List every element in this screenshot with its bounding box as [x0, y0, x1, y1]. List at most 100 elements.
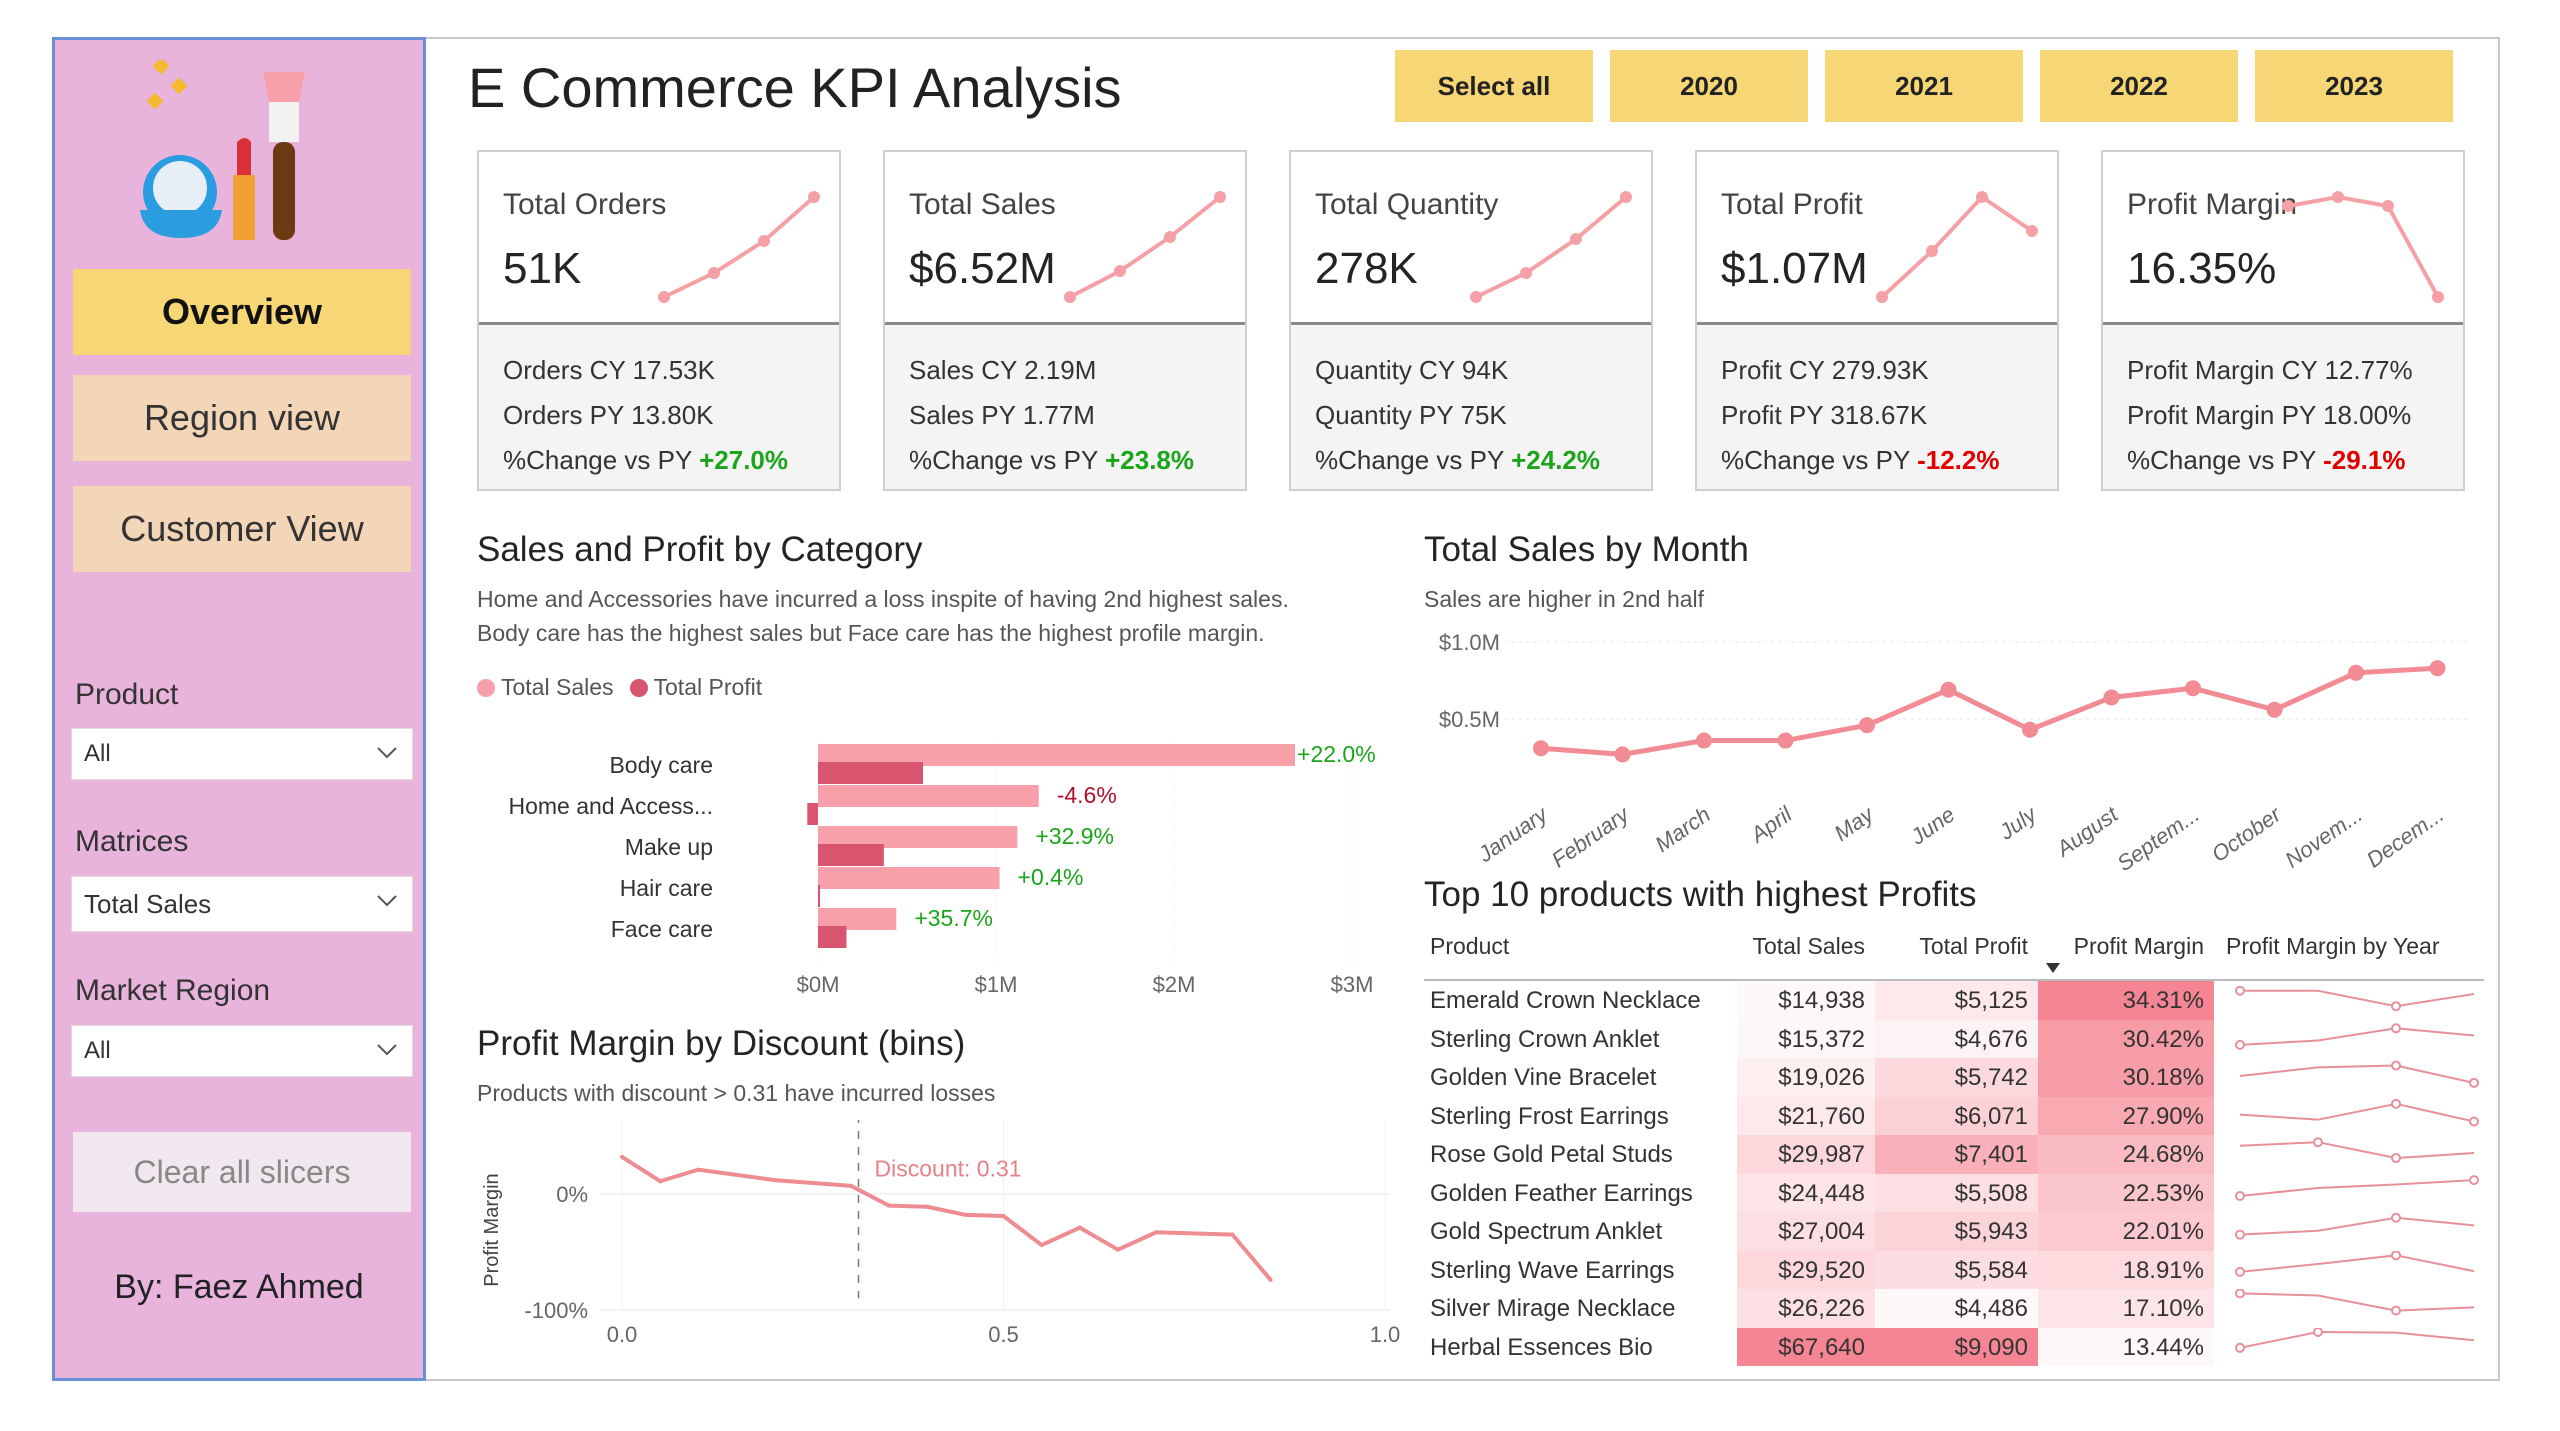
x-tick-label: 0.0 [607, 1322, 638, 1347]
kpi-details: Profit CY 279.93K Profit PY 318.67K %Chang… [1697, 322, 2057, 489]
kpi-cy: Orders CY 17.53K [503, 355, 715, 385]
month-label: August [2050, 801, 2123, 862]
kpi-sparkline [2282, 191, 2444, 303]
profit-margin-sparkline [2235, 1212, 2475, 1240]
kpi-py: Profit PY 318.67K [1721, 400, 1928, 430]
category-label: Hair care [620, 875, 713, 901]
data-point [1001, 1214, 1006, 1219]
category-chart-legend: Total Sales Total Profit [477, 674, 762, 701]
nav-customer-view-button[interactable]: Customer View [73, 486, 411, 572]
profit-margin-sparkline [2239, 1098, 2479, 1126]
data-point [1696, 732, 1712, 749]
month-label: Novem... [2280, 802, 2366, 870]
data-point [1777, 732, 1794, 749]
column-header-total-sales[interactable]: Total Sales [1752, 933, 1865, 959]
column-header-total-profit[interactable]: Total Profit [1919, 933, 2028, 959]
profit-bar [807, 803, 818, 825]
nav-region-view-button[interactable]: Region view [73, 375, 411, 461]
matrices-dropdown[interactable]: Total Sales [71, 876, 413, 932]
kpi-title: Total Sales [909, 188, 1056, 221]
x-tick-label: $2M [1153, 972, 1196, 997]
sparkline-line [2239, 1102, 2475, 1122]
column-header-profit-margin-by-year[interactable]: Profit Margin by Year [2226, 933, 2440, 959]
sparkline-line [1475, 195, 1628, 299]
discount-chart-subtitle: Products with discount > 0.31 have incur… [477, 1080, 996, 1106]
discount-chart-title: Profit Margin by Discount (bins) [477, 1024, 966, 1063]
data-point [1614, 746, 1631, 763]
kpi-sparkline [1064, 191, 1226, 303]
category-label: Face care [611, 916, 713, 942]
column-header-product[interactable]: Product [1430, 933, 1510, 959]
sparkline-marker [2391, 1001, 2401, 1012]
table-row: Sterling Crown Anklet $15,372 $4,676 30.42% [1424, 1019, 2484, 1058]
product-dropdown-value: All [84, 740, 111, 767]
sparkline-point [1520, 267, 1532, 279]
market-region-dropdown-value: All [84, 1037, 111, 1064]
profit-margin-sparkline [2235, 1289, 2475, 1316]
sparkline-point [808, 191, 820, 203]
year-button-2020[interactable]: 2020 [1610, 50, 1808, 122]
year-button-2022[interactable]: 2022 [2040, 50, 2238, 122]
sparkline-point [2432, 291, 2444, 303]
data-point [1268, 1277, 1273, 1282]
kpi-change-value: -12.2% [1917, 445, 2000, 475]
sparkline-marker [2469, 1077, 2479, 1088]
profit-bar [818, 762, 924, 784]
kpi-title: Total Profit [1721, 188, 1863, 221]
cell-sales: $24,448 [1737, 1173, 1875, 1212]
sparkline-marker [2391, 1153, 2401, 1164]
x-tick-label: $1M [975, 972, 1018, 997]
kpi-details: Sales CY 2.19M Sales PY 1.77M %Change vs P… [885, 322, 1245, 489]
cell-sales: $67,640 [1737, 1327, 1875, 1366]
table-row: Gold Spectrum Anklet $27,004 $5,943 22.01% [1424, 1212, 2484, 1251]
kpi-change-row: %Change vs PY +23.8% [909, 445, 1194, 476]
kpi-py: Sales PY 1.77M [909, 400, 1095, 430]
table-row: Rose Gold Petal Studs $29,987 $7,401 24.68% [1424, 1135, 2484, 1174]
sparkline-point [1620, 191, 1632, 203]
kpi-details: Orders CY 17.53K Orders PY 13.80K %Change … [479, 322, 839, 489]
data-point [2103, 689, 2120, 706]
data-point [887, 1203, 892, 1208]
kpi-card-total-orders: Total Orders 51K Orders CY 17.53K Orders PY… [477, 150, 841, 491]
sales-bar [818, 908, 897, 930]
data-point [1859, 717, 1875, 734]
cell-margin: 27.90% [2038, 1096, 2214, 1135]
profit-margin-sparkline [2235, 985, 2475, 1012]
cell-profit: $4,676 [1875, 1019, 2038, 1058]
x-tick-label: $0M [797, 972, 840, 997]
cell-sales: $14,938 [1737, 981, 1875, 1020]
clear-all-slicers-button[interactable]: Clear all slicers [73, 1132, 411, 1212]
market-region-dropdown[interactable]: All [71, 1025, 413, 1077]
year-button-select-all[interactable]: Select all [1395, 50, 1593, 122]
year-button-2023[interactable]: 2023 [2255, 50, 2453, 122]
sparkline-marker [2313, 1137, 2323, 1148]
sparkline-point [658, 291, 670, 303]
sparkline-line [1069, 195, 1222, 299]
margin-data-label: -4.6% [1057, 782, 1117, 808]
kpi-change-value: +23.8% [1105, 445, 1194, 475]
data-point [2266, 701, 2283, 718]
sparkline-line [2239, 1026, 2475, 1046]
year-button-2021[interactable]: 2021 [1825, 50, 2023, 122]
column-header-profit-margin[interactable]: Profit Margin [2073, 933, 2204, 959]
sparkline-marker [2235, 1190, 2245, 1201]
kpi-change-value: +24.2% [1511, 445, 1600, 475]
kpi-change-row: %Change vs PY -12.2% [1721, 445, 1999, 476]
product-dropdown[interactable]: All [71, 728, 413, 780]
kpi-py: Profit Margin PY 18.00% [2127, 400, 2412, 430]
sparkline-marker [2235, 985, 2245, 996]
category-bar-chart: $0M $1M $2M $3M Body care +22.0% Home and Acce… [508, 740, 1376, 997]
sparkline-marker [2235, 1342, 2245, 1353]
cell-sales: $15,372 [1737, 1019, 1875, 1058]
sparkline-line [2239, 1216, 2475, 1236]
nav-overview-button[interactable]: Overview [73, 269, 411, 355]
legend-label-sales: Total Sales [501, 674, 614, 700]
cell-profit: $7,401 [1875, 1135, 2038, 1174]
product-name: Golden Feather Earrings [1430, 1179, 1693, 1207]
y-tick-label: 0% [556, 1182, 588, 1207]
cosmetics-logo-icon [140, 60, 305, 240]
author-credit: By: Faez Ahmed [114, 1268, 364, 1306]
kpi-change-label: %Change vs PY [909, 445, 1098, 475]
x-tick-label: 1.0 [1370, 1322, 1401, 1347]
